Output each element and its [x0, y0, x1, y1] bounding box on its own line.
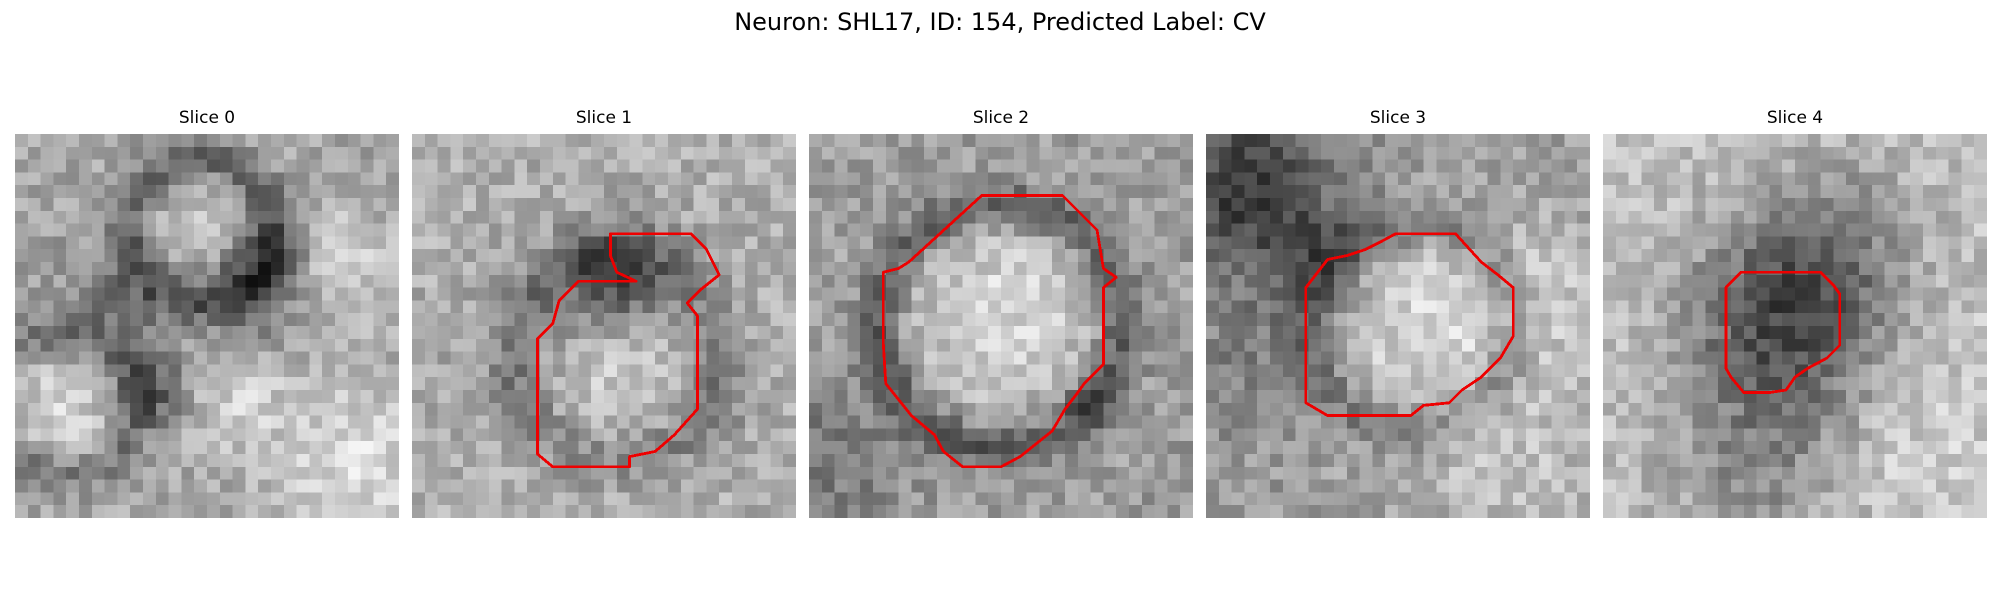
segmentation-contour	[1304, 232, 1515, 418]
slice-panel-2: Slice 2	[809, 108, 1193, 520]
slice-title: Slice 4	[1766, 108, 1824, 128]
slice-panels: Slice 0 Slice 1 Slice 2 Slice 3	[0, 108, 2000, 528]
slice-image	[1603, 134, 1987, 518]
pixel-grid	[1603, 134, 1987, 518]
pixel-grid	[1206, 134, 1590, 518]
slice-title: Slice 2	[972, 108, 1030, 128]
slice-title: Slice 1	[575, 108, 633, 128]
slice-image	[15, 134, 399, 518]
slice-title: Slice 0	[178, 108, 236, 128]
segmentation-contour	[881, 194, 1118, 469]
segmentation-contour	[1724, 270, 1842, 394]
segmentation-contour	[536, 232, 721, 469]
slice-image	[412, 134, 796, 518]
slice-panel-4: Slice 4	[1603, 108, 1987, 520]
slice-panel-3: Slice 3	[1206, 108, 1590, 520]
pixel-grid	[15, 134, 399, 518]
slice-panel-0: Slice 0	[15, 108, 399, 520]
pixel-grid	[412, 134, 796, 518]
slice-panel-1: Slice 1	[412, 108, 796, 520]
figure-title: Neuron: SHL17, ID: 154, Predicted Label:…	[734, 8, 1266, 36]
slice-image	[809, 134, 1193, 518]
slice-image	[1206, 134, 1590, 518]
slice-title: Slice 3	[1369, 108, 1427, 128]
pixel-grid	[809, 134, 1193, 518]
